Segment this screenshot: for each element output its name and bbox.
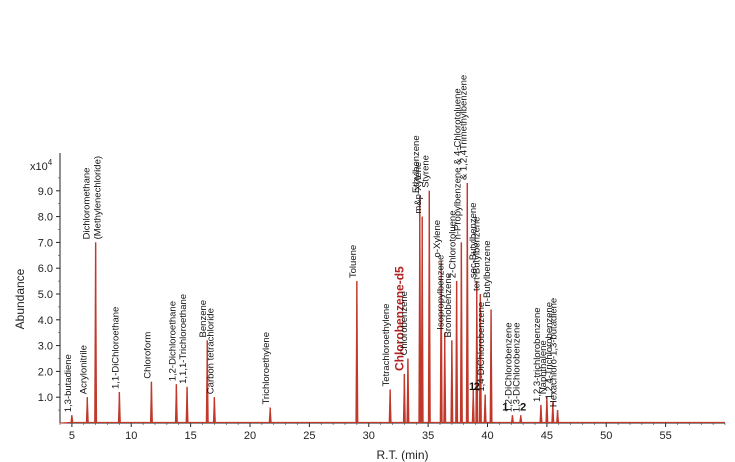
peak-label: & 1,2,4Trimethylbenzene [458,75,469,180]
peak-label: Chlorobenzene-d5 [392,266,406,371]
x-tick-label: 25 [303,430,315,442]
peak-label: tert-Butylbenzene [471,217,482,291]
peak-label: Chloroform [142,332,153,379]
peak-label: Bromobenzene [443,273,454,337]
x-tick-label: 30 [363,430,375,442]
peak-label: 1,4-DiChlorobenzene [476,302,487,392]
y-tick-label: 6.0 [38,263,53,275]
x-tick-label: 20 [244,430,256,442]
peak-label: Naphthalene [538,340,549,394]
x-tick-label: 50 [600,430,612,442]
x-tick-label: 45 [541,430,553,442]
x-tick-label: 5 [69,430,75,442]
peak-label: Ethylbenzene [411,135,422,193]
peak-label: Chlorobenzene [399,291,410,355]
isomer-marker: 2 [474,381,480,393]
peak-label: 1,2-DiChlorobenzene [503,322,514,412]
y-tick-label: 9.0 [38,186,53,198]
y-tick-label: 8.0 [38,212,53,224]
peak-label: Acrylonitrile [78,345,89,394]
y-tick-label: 5.0 [38,289,53,301]
y-tick-label: 7.0 [38,237,53,249]
isomer-marker: 1 [469,381,475,393]
peak-label: Hexachloro-1,3-butadiene [549,298,560,407]
trace-layer [59,183,725,424]
peak-label-layer: 1,3-butadiene Acrylonitrile Dichloromethan… [63,75,560,414]
peak-label: n-Propylbenzene & 4-Chlorotoluene [452,88,463,239]
y-multiplier-label: x104 [30,158,53,173]
y-tick-label: 4.0 [38,315,53,327]
peak-label: 1,2-Dichloroethane [167,301,178,381]
x-tick-label: 10 [125,430,137,442]
peak-label: m&p-Xylene [413,162,424,214]
isomer-marker: 2 [520,402,526,414]
peak-label: (Methylenechloride) [93,156,104,239]
y-tick-label: 3.0 [38,341,53,353]
peak-label: sec-Butylbenzene [468,203,479,279]
peak-label: Tetrachloroethylene [381,304,392,387]
peak-label: Carbon tetrachloride [205,308,216,394]
y-multiplier-base: x10 [30,161,48,173]
peak-label: Toluene [348,245,359,278]
peak-label: 1,1-DiChloroethane [110,307,121,389]
axis-layer: 5 10 15 20 25 30 35 40 45 50 55 1.0 2.0 3.0 4.0 5.0 6.0 7… [38,153,726,442]
peak-label: Isopropylbenzene [436,255,447,330]
x-tick-label: 35 [422,430,434,442]
peak-label: Styrene [420,155,431,188]
y-tick-label: 2.0 [38,366,53,378]
x-tick-label: 55 [660,430,672,442]
peak-label: 1,2,3-trichlorobenzene [532,307,543,402]
x-tick-label: 40 [481,430,493,442]
y-multiplier-exponent: 4 [48,158,53,167]
isomer-marker: 1 [502,402,508,414]
y-tick-label: 1.0 [38,392,53,404]
peak-label: 1,3-butadiene [63,354,74,412]
peak-label: o-Xylene [432,220,443,258]
peak-label: 1,1,1-Trichloroethane [178,294,189,384]
y-axis-title: Abundance [13,268,27,329]
x-axis-title: R.T. (min) [377,448,429,462]
x-tick-label: 15 [185,430,197,442]
peak-label: 2-Chlorotoluene [448,210,459,278]
peak-label: n-Butylbenzene [482,240,493,306]
peak-label: Dichloromethane [82,168,93,240]
peak-label: Trichloroethylene [261,332,272,405]
peak-label: Benzene [198,300,209,338]
peak-label: 1,2,4-Trichlorobenzene [544,302,555,399]
peak-label: 1,3-DiChlorobenzene [512,322,523,412]
